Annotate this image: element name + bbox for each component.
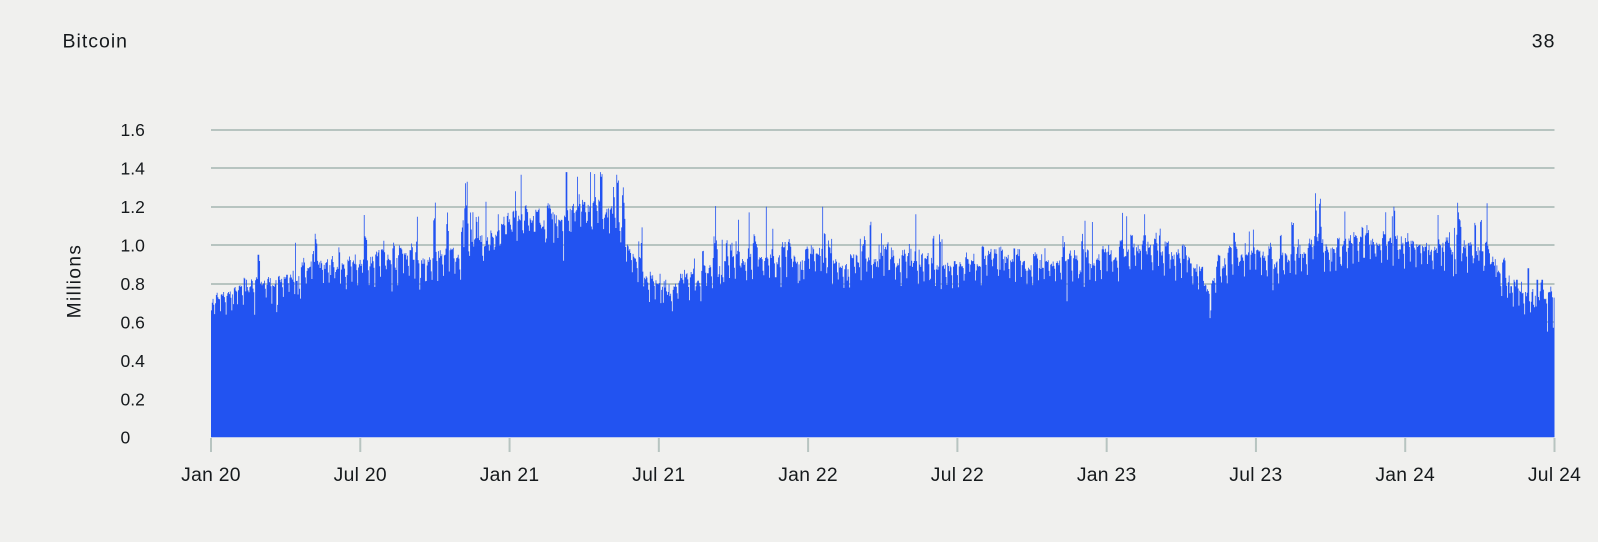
svg-text:Jul 24: Jul 24 [1528, 465, 1581, 486]
svg-text:0.4: 0.4 [121, 351, 146, 371]
svg-text:0.6: 0.6 [121, 312, 145, 332]
svg-text:0.8: 0.8 [121, 274, 145, 294]
svg-text:0.2: 0.2 [121, 389, 145, 409]
svg-text:Jan 22: Jan 22 [778, 465, 838, 486]
svg-text:1.2: 1.2 [121, 197, 145, 217]
svg-text:1.6: 1.6 [121, 120, 145, 140]
svg-text:Jan 24: Jan 24 [1375, 465, 1435, 486]
svg-text:Jul 23: Jul 23 [1229, 465, 1282, 486]
svg-text:1.4: 1.4 [121, 159, 146, 179]
svg-text:Jul 21: Jul 21 [632, 465, 685, 486]
svg-text:Jul 22: Jul 22 [931, 465, 984, 486]
svg-text:Jul 20: Jul 20 [334, 465, 387, 486]
svg-text:Jan 20: Jan 20 [181, 465, 241, 486]
svg-text:Bitcoin: Bitcoin [63, 31, 129, 53]
svg-text:0: 0 [121, 428, 131, 448]
svg-text:1.0: 1.0 [121, 236, 146, 256]
svg-text:Jan 23: Jan 23 [1077, 465, 1137, 486]
svg-text:38: 38 [1532, 31, 1556, 53]
svg-text:Millions: Millions [65, 244, 86, 319]
svg-text:Jan 21: Jan 21 [480, 465, 540, 486]
